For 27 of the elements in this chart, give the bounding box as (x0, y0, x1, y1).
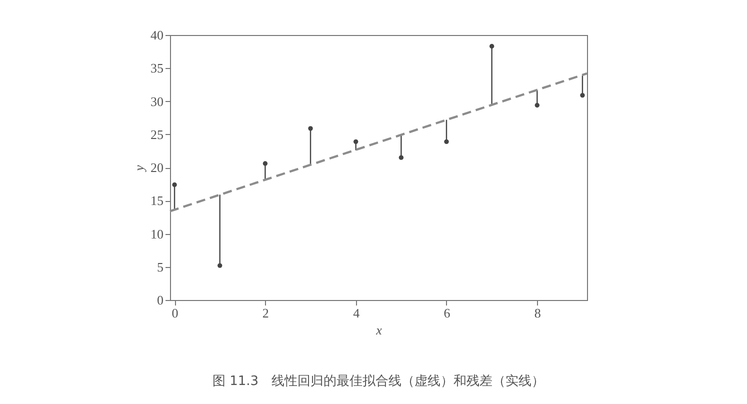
x-tick-label: 6 (444, 306, 451, 320)
x-axis-title: x (375, 322, 382, 338)
point (353, 139, 358, 144)
text: 图 11.3 线性回归的最佳拟合线（虚线）和残差（实线） (212, 374, 545, 389)
y-axis-title: y (132, 164, 146, 173)
point (444, 139, 449, 144)
point (489, 44, 494, 49)
x-tick-label: 0 (172, 306, 178, 320)
x-tick-label: 4 (353, 306, 360, 320)
y-tick-label: 0 (157, 292, 164, 308)
x-tick-label: 8 (534, 306, 541, 320)
point (580, 92, 585, 98)
y-tick-label: 10 (150, 226, 164, 242)
y-tick-label: 5 (157, 259, 164, 274)
y-tick-label: 25 (150, 126, 164, 142)
point (172, 182, 177, 188)
y-tick-label: 30 (150, 94, 164, 109)
y-tick-label: 15 (150, 193, 164, 208)
x-tick-label: 2 (262, 306, 269, 320)
point (398, 155, 404, 160)
y-tick-label: 40 (150, 28, 164, 42)
y-tick-label: 35 (150, 60, 164, 76)
point (308, 126, 313, 131)
y-tick-label: 20 (150, 160, 164, 175)
point (218, 263, 222, 268)
point (262, 161, 268, 166)
point (534, 102, 540, 108)
